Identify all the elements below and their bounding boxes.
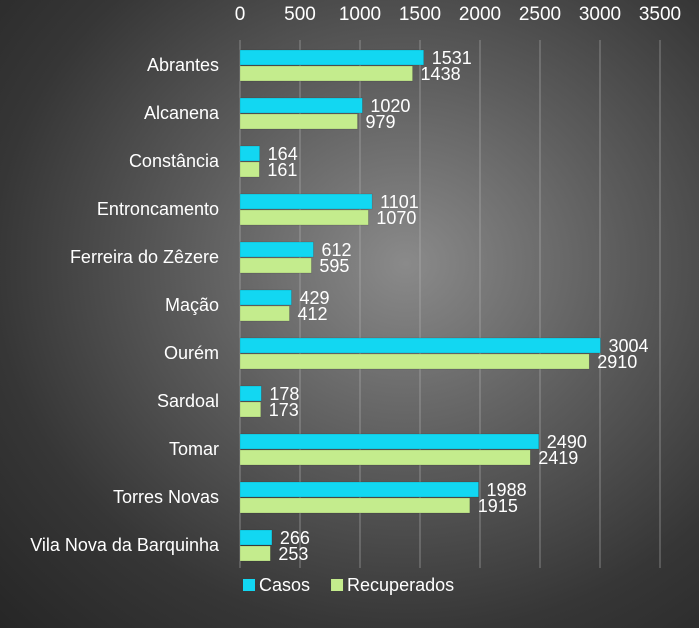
x-tick-label: 500 [284,4,316,25]
bar-casos [239,241,314,258]
legend-swatch-recuperados [331,579,344,591]
data-label: 178 [269,384,299,404]
bar-recuperados [239,65,413,82]
data-label: 253 [278,544,308,564]
data-label: 2419 [538,448,578,468]
category-label: Tomar [169,439,219,459]
legend-label: Recuperados [347,575,454,595]
category-label: Ferreira do Zêzere [70,247,219,267]
data-label: 1101 [380,192,419,212]
bar-recuperados [239,161,260,178]
bar-recuperados [239,497,471,514]
legend-swatch-casos [243,579,255,591]
category-labels: Abrantes Alcanena Constância Entroncamento F… [30,55,220,555]
data-label: 412 [297,304,327,324]
category-label: Ourém [164,343,219,363]
category-label: Abrantes [147,55,219,75]
data-label: 1988 [487,480,527,500]
category-label: Vila Nova da Barquinha [30,535,220,555]
bar-casos [239,97,363,114]
bars [239,49,601,562]
data-label: 164 [268,144,298,164]
category-label: Mação [165,295,219,315]
data-label: 979 [365,112,395,132]
bar-casos [239,385,262,402]
bar-recuperados [239,353,590,370]
category-label: Torres Novas [113,487,219,507]
data-label: 1020 [370,96,410,116]
x-tick-label: 2500 [519,4,561,25]
bar-recuperados [239,401,262,418]
bar-casos [239,337,601,354]
data-label: 266 [280,528,310,548]
x-axis-ticks: 0 500 1000 1500 2000 2500 3000 3500 [235,4,681,25]
bar-recuperados [239,209,369,226]
category-label: Alcanena [144,103,220,123]
data-label: 1070 [376,208,416,228]
x-tick-label: 3500 [639,4,681,25]
data-label: 161 [267,160,297,180]
x-tick-label: 0 [235,4,246,25]
bar-recuperados [239,257,312,274]
data-label: 2910 [597,352,637,372]
category-label: Entroncamento [97,199,219,219]
bar-casos [239,145,260,162]
category-label: Constância [129,151,220,171]
data-label: 1915 [478,496,518,516]
data-label: 2490 [547,432,587,452]
legend-label: Casos [259,575,310,595]
bar-recuperados [239,545,271,562]
bar-casos [239,529,273,546]
bar-casos [239,433,540,450]
bar-recuperados [239,113,358,130]
bar-casos [239,193,373,210]
x-tick-label: 1000 [339,4,381,25]
x-tick-label: 2000 [459,4,501,25]
data-label: 173 [269,400,299,420]
legend: Casos Recuperados [243,575,454,595]
data-label: 429 [299,288,329,308]
category-label: Sardoal [157,391,219,411]
data-label: 595 [319,256,349,276]
x-tick-label: 3000 [579,4,621,25]
data-label: 3004 [608,336,648,356]
data-label: 1438 [421,64,461,84]
bar-casos [239,481,479,498]
x-tick-label: 1500 [399,4,441,25]
bar-casos [239,49,424,66]
bar-recuperados [239,305,290,322]
bar-recuperados [239,449,531,466]
bar-casos [239,289,292,306]
data-label: 612 [321,240,351,260]
data-label: 1531 [432,48,472,68]
